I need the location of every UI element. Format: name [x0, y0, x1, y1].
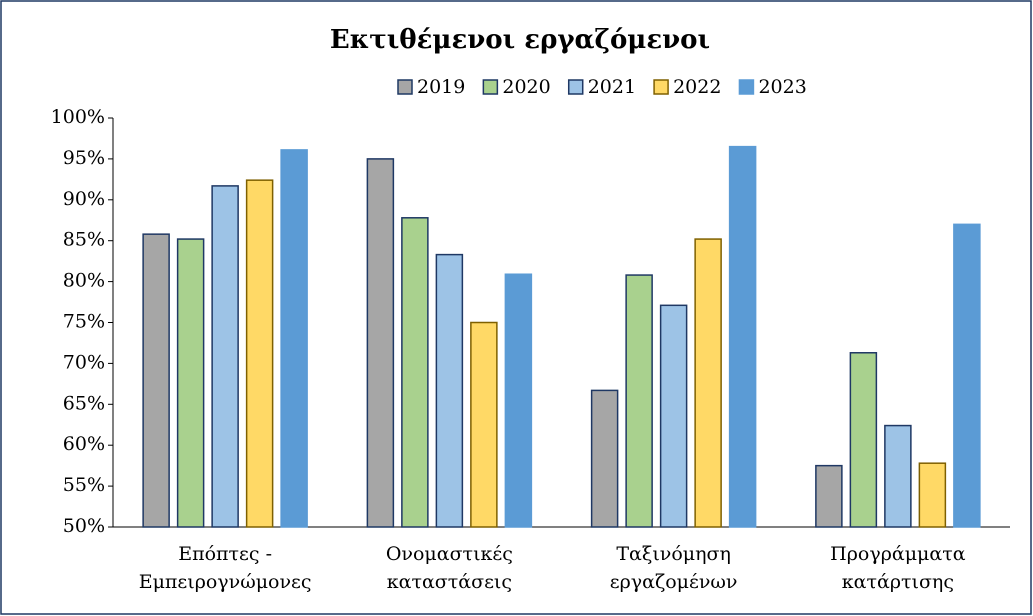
- bar: [918, 462, 947, 528]
- legend-label: 2021: [588, 76, 636, 98]
- legend-swatch: [567, 79, 584, 95]
- bar: [625, 274, 653, 528]
- legend-label: 2020: [502, 76, 550, 98]
- bar: [280, 149, 308, 528]
- x-tick-label: Προγράμματα κατάρτισης: [830, 543, 966, 593]
- bar: [694, 238, 722, 528]
- bar: [659, 304, 688, 528]
- legend-swatch: [653, 79, 669, 95]
- bar: [401, 217, 429, 528]
- y-tick-label: 55%: [63, 474, 105, 496]
- bar: [245, 179, 274, 528]
- x-tick-label: Ταξινόμηση εργαζομένων: [609, 543, 738, 593]
- bar: [176, 238, 205, 528]
- bar: [728, 145, 757, 528]
- bar: [435, 253, 464, 528]
- y-tick-label: 65%: [63, 392, 105, 414]
- legend-swatch: [397, 79, 413, 95]
- legend-swatch: [482, 79, 499, 95]
- x-tick-label: Ονομαστικές καταστάσεις: [385, 543, 513, 593]
- bar: [211, 185, 239, 528]
- y-tick-label: 85%: [63, 229, 105, 251]
- y-tick-label: 100%: [51, 106, 105, 128]
- y-tick-label: 80%: [63, 270, 105, 292]
- x-tick-label: Επόπτες - Εμπειρογνώμονες: [138, 543, 312, 593]
- bar: [504, 273, 533, 528]
- bar: [849, 352, 878, 528]
- bar: [590, 389, 619, 528]
- legend-label: 2022: [673, 76, 721, 98]
- bar: [815, 464, 843, 528]
- y-tick-label: 70%: [63, 351, 105, 373]
- legend-label: 2023: [758, 76, 806, 98]
- y-tick-label: 95%: [63, 147, 105, 169]
- chart-title: Εκτιθέμενοι εργαζόμενοι: [330, 25, 710, 55]
- y-tick-label: 60%: [63, 433, 105, 455]
- legend-label: 2019: [417, 76, 465, 98]
- bar: [142, 233, 170, 528]
- y-tick-label: 90%: [63, 188, 105, 210]
- legend-swatch: [738, 79, 755, 95]
- y-tick-label: 75%: [63, 311, 105, 333]
- bar: [366, 158, 395, 528]
- bar: [953, 223, 981, 528]
- bar: [470, 321, 498, 528]
- y-tick-label: 50%: [63, 515, 105, 537]
- bar: [884, 424, 912, 528]
